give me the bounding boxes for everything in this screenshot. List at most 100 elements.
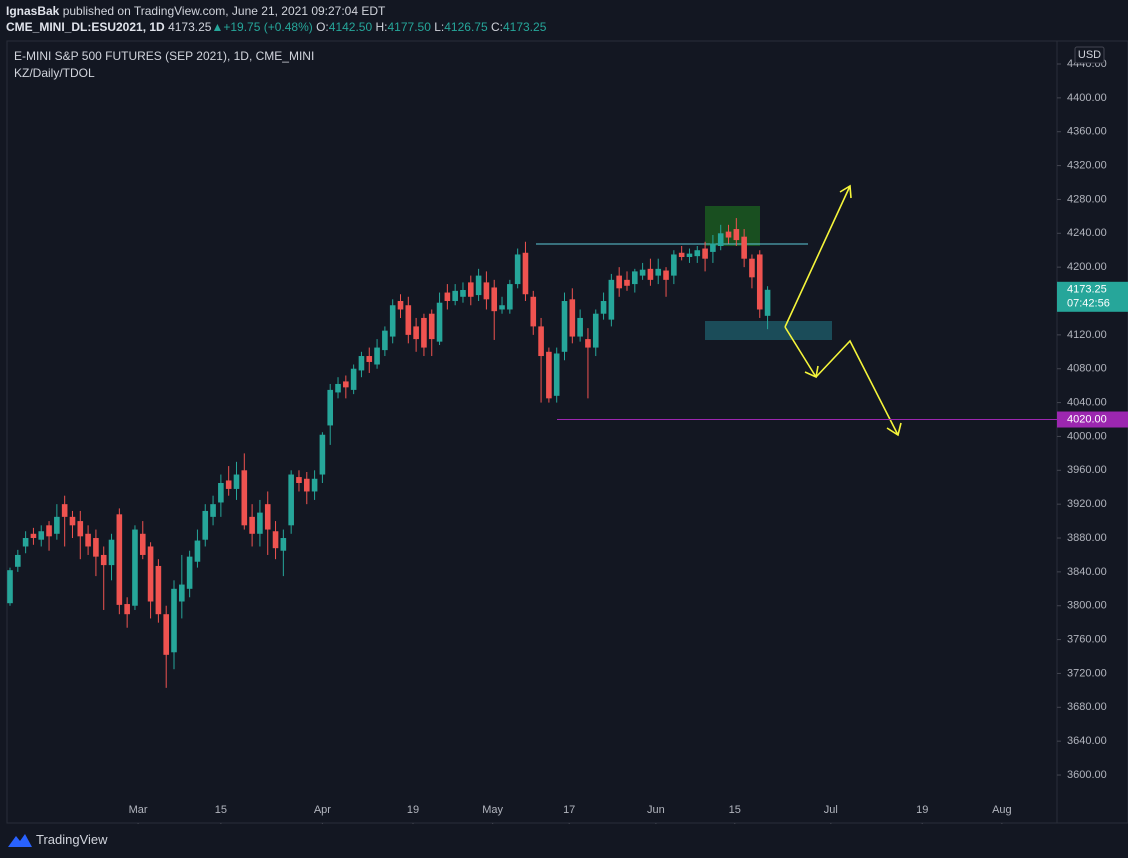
x-tick-label: May <box>482 804 503 816</box>
candle-body <box>327 389 334 426</box>
y-tick-label: 3760.00 <box>1067 633 1107 645</box>
candles <box>7 218 771 688</box>
candle-body <box>296 477 302 483</box>
candle-body <box>179 584 185 602</box>
candle-body <box>171 588 177 653</box>
candle-body <box>592 313 599 348</box>
publish-line: IgnasBak published on TradingView.com, J… <box>6 4 385 18</box>
x-tick-label: Jun <box>647 804 665 816</box>
candle-body <box>233 474 240 489</box>
l-label: L: <box>434 20 445 34</box>
arrowhead <box>839 184 852 199</box>
drawings <box>536 184 902 437</box>
candle-body <box>343 381 349 388</box>
last-price-bg <box>1057 281 1128 312</box>
candle-body <box>733 229 740 241</box>
candle-body <box>460 290 466 297</box>
candle-body <box>382 330 388 351</box>
y-tick-label: 4200.00 <box>1067 261 1107 273</box>
countdown: 07:42:56 <box>1067 298 1110 310</box>
candle-body <box>30 533 37 539</box>
candle-body <box>194 540 201 562</box>
candle-body <box>507 284 513 310</box>
demand-box <box>705 321 832 340</box>
candle-body <box>61 504 68 517</box>
x-tick-label: Apr <box>314 804 331 816</box>
chart-subtitle: KZ/Daily/TDOL <box>14 66 95 80</box>
candle-body <box>257 512 263 534</box>
chart-frame <box>6 40 1128 824</box>
author: IgnasBak <box>6 4 60 18</box>
candle-body <box>155 565 162 615</box>
level-label: 4020.00 <box>1067 413 1107 425</box>
x-tick-label: Mar <box>129 804 148 816</box>
candle-body <box>717 233 724 246</box>
candle-body <box>93 538 99 557</box>
y-tick-label: 3600.00 <box>1067 769 1107 781</box>
y-tick-label: 4120.00 <box>1067 329 1107 341</box>
candle-body <box>421 317 427 348</box>
supply-box <box>705 206 760 246</box>
x-tick-label: 15 <box>729 804 741 816</box>
candle-body <box>350 368 357 390</box>
candle-body <box>749 258 755 278</box>
candle-body <box>444 292 451 302</box>
candle-body <box>186 556 193 589</box>
candle-body <box>671 254 677 276</box>
candle-body <box>546 351 552 399</box>
candle-body <box>561 301 568 352</box>
y-tick-label: 3880.00 <box>1067 532 1107 544</box>
candle-body <box>7 570 13 604</box>
candle-body <box>538 326 544 357</box>
candle-body <box>311 478 318 492</box>
y-tick-label: 4240.00 <box>1067 227 1107 239</box>
arrow: ▲ <box>211 20 224 34</box>
candle-body <box>655 268 662 276</box>
x-tick-label: 15 <box>215 804 227 816</box>
candle-body <box>241 470 248 526</box>
candle-body <box>280 538 287 551</box>
y-tick-label: 3800.00 <box>1067 600 1107 612</box>
candle-body <box>288 474 294 526</box>
candle-body <box>616 275 622 289</box>
candle-body <box>663 270 669 280</box>
o: 4142.50 <box>328 20 373 34</box>
candle-body <box>499 305 505 310</box>
candle-body <box>467 282 474 297</box>
candle-body <box>452 290 458 302</box>
candle-body <box>397 301 404 310</box>
candle-body <box>647 268 654 280</box>
y-tick-label: 3680.00 <box>1067 701 1107 713</box>
change: +19.75 (+0.48%) <box>223 20 313 34</box>
footer: TradingView <box>8 832 108 847</box>
candle-body <box>413 326 419 340</box>
arrow-down <box>784 326 817 378</box>
x-tick-label: Jul <box>824 804 838 816</box>
candle-body <box>335 383 341 393</box>
y-tick-label: 4360.00 <box>1067 126 1107 138</box>
candle-body <box>514 254 521 285</box>
candle-body <box>303 478 310 492</box>
candle-body <box>139 533 146 555</box>
y-tick-label: 3960.00 <box>1067 464 1107 476</box>
c: 4173.25 <box>502 20 547 34</box>
candle-body <box>218 482 224 503</box>
candle-body <box>522 252 529 295</box>
candle-body <box>694 250 701 257</box>
o-label: O: <box>316 20 329 34</box>
candle-body <box>147 546 154 602</box>
candle-body <box>264 504 271 530</box>
candle-body <box>225 480 232 489</box>
candle-body <box>475 275 482 296</box>
candle-body <box>428 313 435 340</box>
candle-body <box>100 554 107 566</box>
candle-body <box>600 301 607 314</box>
currency-box <box>1074 46 1105 64</box>
l: 4126.75 <box>444 20 488 34</box>
candle-body <box>608 279 615 320</box>
candle-body <box>577 317 583 337</box>
y-tick-label: 3840.00 <box>1067 566 1107 578</box>
candle-body <box>741 236 747 259</box>
candle-body <box>54 516 60 534</box>
